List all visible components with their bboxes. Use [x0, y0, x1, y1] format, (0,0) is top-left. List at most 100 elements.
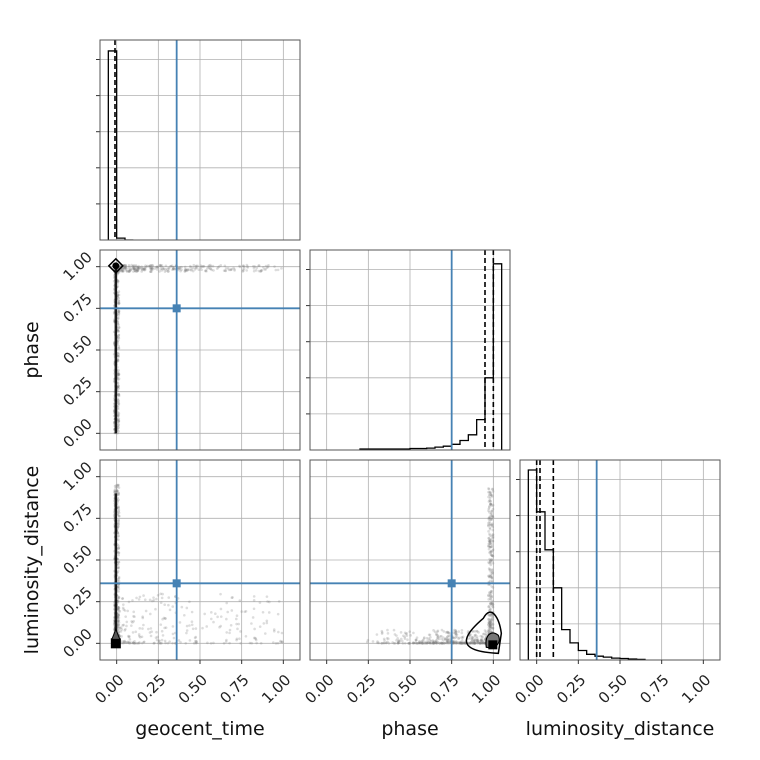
sample-point: [133, 640, 136, 643]
sample-point: [253, 627, 256, 631]
sample-point: [480, 639, 483, 643]
sample-point: [142, 640, 146, 644]
sample-point: [452, 641, 456, 645]
sample-point: [380, 641, 383, 645]
sample-point: [117, 420, 120, 424]
sample-point: [163, 617, 167, 620]
sample-point: [244, 634, 248, 638]
sample-point: [266, 265, 270, 269]
sample-point: [488, 526, 492, 530]
sample-point: [490, 579, 494, 583]
sample-point: [233, 269, 236, 272]
sample-point: [487, 605, 491, 608]
sample-point: [167, 269, 170, 273]
sample-point: [117, 346, 120, 350]
sample-point: [128, 642, 132, 645]
sample-point: [412, 641, 415, 645]
sample-point: [183, 269, 187, 273]
sample-point: [488, 595, 492, 599]
sample-point: [489, 553, 493, 556]
sample-point: [205, 625, 209, 628]
sample-point: [168, 640, 171, 644]
sample-point: [441, 642, 444, 645]
sample-point: [126, 640, 130, 644]
sample-point: [191, 627, 195, 631]
sample-point: [481, 632, 485, 636]
sample-point: [448, 634, 451, 638]
sample-point: [114, 484, 118, 487]
sample-point: [490, 576, 494, 580]
sample-point: [487, 487, 490, 490]
sample-point: [136, 267, 140, 271]
sample-point: [219, 592, 222, 596]
y-tick-label: 1.00: [59, 248, 95, 284]
sample-point: [152, 596, 155, 599]
sample-point: [192, 641, 196, 645]
sample-point: [412, 631, 415, 635]
sample-point: [446, 631, 450, 634]
sample-point: [474, 639, 477, 642]
sample-point: [131, 267, 135, 271]
sample-point: [491, 528, 495, 532]
sample-point: [204, 269, 208, 272]
sample-point: [452, 641, 456, 645]
sample-point: [116, 513, 120, 517]
sample-point: [487, 493, 491, 497]
sample-point: [149, 627, 153, 630]
sample-point: [442, 630, 446, 633]
sample-point: [184, 268, 187, 271]
sample-point: [117, 621, 121, 624]
sample-point: [120, 641, 124, 645]
sample-point: [117, 309, 121, 313]
sample-point: [491, 495, 494, 498]
sample-point: [414, 639, 418, 642]
sample-point: [488, 520, 491, 524]
sample-point: [490, 554, 494, 557]
sample-point: [116, 562, 120, 565]
sample-point: [445, 639, 449, 642]
sample-point: [396, 640, 400, 644]
sample-point: [458, 641, 462, 645]
sample-point: [255, 641, 258, 645]
sample-point: [407, 641, 410, 645]
sample-point: [117, 355, 120, 358]
sample-point: [158, 264, 162, 268]
sample-point: [490, 585, 493, 588]
sample-point: [473, 638, 476, 642]
sample-point: [117, 560, 120, 564]
sample-point: [434, 642, 438, 645]
sample-point: [259, 641, 263, 645]
sample-point: [436, 635, 440, 639]
sample-point: [141, 627, 144, 630]
sample-point: [155, 265, 159, 269]
sample-point: [395, 634, 398, 637]
sample-point: [121, 597, 124, 600]
sample-point: [116, 378, 120, 382]
sample-point: [490, 523, 493, 527]
sample-point: [478, 642, 482, 645]
sample-point: [184, 269, 188, 272]
sample-point: [125, 624, 128, 628]
sample-point: [162, 616, 166, 620]
sample-point: [116, 373, 120, 376]
sample-point: [490, 516, 494, 519]
sample-point: [167, 267, 171, 270]
sample-point: [406, 638, 409, 641]
sample-point: [427, 633, 431, 637]
sample-point: [121, 269, 125, 273]
sample-point: [487, 524, 490, 528]
sample-point: [491, 554, 495, 558]
sample-point: [476, 639, 479, 642]
sample-point: [116, 615, 120, 619]
sample-point: [169, 264, 172, 268]
sample-point: [117, 423, 121, 426]
sample-point: [487, 490, 490, 494]
sample-point: [172, 636, 176, 640]
sample-point: [250, 641, 254, 645]
sample-point: [487, 594, 490, 598]
sample-point: [195, 266, 199, 270]
sample-point: [265, 266, 269, 270]
sample-point: [245, 269, 249, 272]
sample-point: [149, 266, 153, 270]
